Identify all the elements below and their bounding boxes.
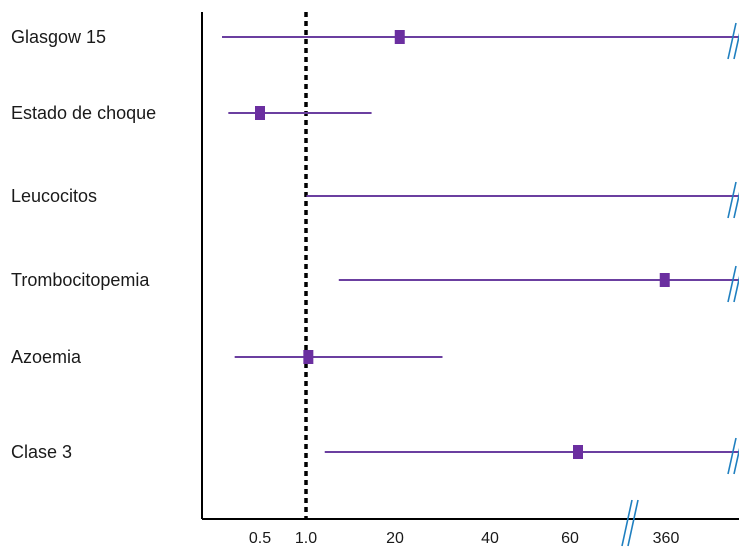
x-tick-label: 40 (481, 530, 499, 547)
confidence-intervals (222, 36, 739, 453)
x-axis-break-mark (627, 499, 639, 547)
point-estimates (255, 30, 670, 459)
x-tick-labels: 0.5 1.0 20 40 60 360 (249, 530, 680, 547)
axis-break-mark (727, 22, 737, 60)
axis-break-mark (733, 275, 739, 303)
axis-break-mark (727, 437, 737, 475)
row-labels: Glasgow 15 Estado de choque Leucocitos Trom… (11, 27, 156, 462)
axis-break-mark (727, 181, 737, 219)
axis-break-mark (727, 265, 737, 303)
estimate-marker (659, 273, 670, 287)
x-tick-label: 0.5 (249, 530, 271, 547)
estimate-marker (255, 106, 265, 120)
axis-breaks (621, 22, 739, 547)
axes (201, 12, 739, 520)
axis-break-mark (733, 191, 739, 219)
row-label: Leucocitos (11, 186, 97, 206)
x-axis-break-mark (621, 499, 633, 547)
row-label: Glasgow 15 (11, 27, 106, 47)
x-tick-label: 1.0 (295, 530, 317, 547)
row-label: Trombocitopemia (11, 270, 150, 290)
estimate-marker (303, 350, 314, 364)
row-label: Clase 3 (11, 442, 72, 462)
estimate-marker (394, 30, 405, 44)
axis-break-mark (733, 447, 739, 475)
axis-break-mark (733, 32, 739, 60)
x-tick-label: 360 (653, 530, 680, 547)
row-label: Azoemia (11, 347, 82, 367)
estimate-marker (573, 445, 583, 459)
row-label: Estado de choque (11, 103, 156, 123)
x-tick-label: 20 (386, 530, 404, 547)
x-tick-label: 60 (561, 530, 579, 547)
